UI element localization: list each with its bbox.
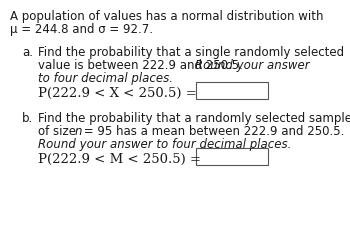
Text: μ = 244.8 and σ = 92.7.: μ = 244.8 and σ = 92.7. bbox=[10, 23, 153, 36]
Text: b.: b. bbox=[22, 112, 33, 125]
Text: of size: of size bbox=[38, 125, 80, 138]
Text: Round your answer to four decimal places.: Round your answer to four decimal places… bbox=[38, 138, 291, 151]
Text: = 95 has a mean between 222.9 and 250.5.: = 95 has a mean between 222.9 and 250.5. bbox=[80, 125, 344, 138]
Text: P(222.9 < X < 250.5) =: P(222.9 < X < 250.5) = bbox=[38, 87, 197, 100]
Text: Find the probability that a single randomly selected: Find the probability that a single rando… bbox=[38, 46, 344, 59]
Text: value is between 222.9 and 250.5.: value is between 222.9 and 250.5. bbox=[38, 59, 247, 72]
Text: a.: a. bbox=[22, 46, 33, 59]
Text: P(222.9 < M < 250.5) =: P(222.9 < M < 250.5) = bbox=[38, 153, 201, 166]
Text: A population of values has a normal distribution with: A population of values has a normal dist… bbox=[10, 10, 323, 23]
FancyBboxPatch shape bbox=[196, 82, 268, 99]
Text: n: n bbox=[75, 125, 83, 138]
Text: to four decimal places.: to four decimal places. bbox=[38, 72, 173, 85]
FancyBboxPatch shape bbox=[196, 148, 268, 165]
Text: Find the probability that a randomly selected sample: Find the probability that a randomly sel… bbox=[38, 112, 350, 125]
Text: Round your answer: Round your answer bbox=[195, 59, 310, 72]
